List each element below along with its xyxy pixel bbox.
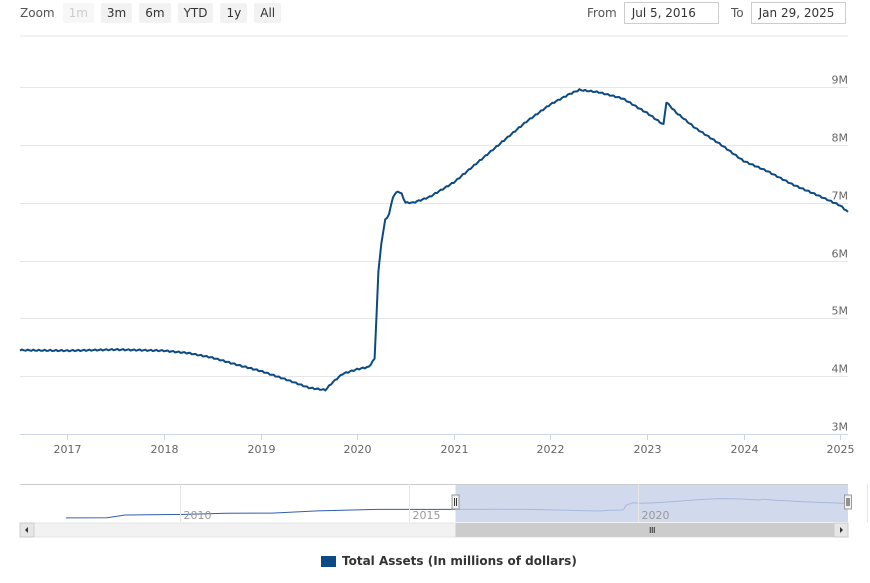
navigator-x-label: 2020 bbox=[642, 509, 670, 522]
scroll-left-arrow-icon bbox=[25, 527, 28, 533]
from-label: From bbox=[587, 6, 617, 20]
x-tick-label: 2018 bbox=[151, 443, 179, 456]
zoom-1y-button[interactable]: 1y bbox=[220, 3, 248, 23]
zoom-bar: Zoom 1m 3m 6m YTD 1y All bbox=[20, 2, 288, 24]
y-tick-label: 6M bbox=[832, 248, 849, 261]
legend[interactable]: Total Assets (In millions of dollars) bbox=[321, 553, 577, 569]
zoom-6m-button[interactable]: 6m bbox=[139, 3, 171, 23]
navigator-x-label: 2015 bbox=[413, 509, 441, 522]
navigator-selection[interactable] bbox=[455, 485, 848, 522]
y-tick-label: 5M bbox=[832, 305, 849, 318]
to-date-input[interactable]: Jan 29, 2025 bbox=[750, 2, 846, 24]
legend-item-total-assets: Total Assets (In millions of dollars) bbox=[342, 554, 577, 568]
x-tick-label: 2017 bbox=[54, 443, 82, 456]
y-tick-label: 4M bbox=[832, 363, 849, 376]
to-label: To bbox=[731, 6, 744, 20]
y-tick-label: 3M bbox=[832, 421, 849, 434]
zoom-1m-button: 1m bbox=[62, 3, 94, 23]
navigator-x-label: 2010 bbox=[184, 509, 212, 522]
x-tick-label: 2025 bbox=[827, 443, 855, 456]
navigator-right-handle[interactable] bbox=[844, 494, 852, 510]
x-tick-label: 2020 bbox=[344, 443, 372, 456]
range-to: To Jan 29, 2025 bbox=[731, 1, 846, 25]
handle-body bbox=[451, 494, 460, 510]
x-tick-label: 2023 bbox=[634, 443, 662, 456]
legend-swatch bbox=[321, 555, 336, 567]
from-date-input[interactable]: Jul 5, 2016 bbox=[623, 2, 719, 24]
x-tick-label: 2022 bbox=[537, 443, 565, 456]
scroll-right-arrow-icon bbox=[840, 527, 843, 533]
x-tick-label: 2024 bbox=[731, 443, 759, 456]
series-line-total-assets[interactable] bbox=[19, 88, 849, 392]
zoom-ytd-button[interactable]: YTD bbox=[177, 3, 214, 23]
y-tick-label: 7M bbox=[832, 190, 849, 203]
handle-body bbox=[844, 494, 852, 510]
y-tick-label: 9M bbox=[832, 74, 849, 87]
zoom-all-button[interactable]: All bbox=[254, 3, 282, 23]
zoom-3m-button[interactable]: 3m bbox=[100, 3, 133, 23]
x-tick-label: 2019 bbox=[248, 443, 276, 456]
navigator-left-handle[interactable] bbox=[451, 494, 460, 510]
y-tick-label: 8M bbox=[832, 132, 849, 145]
zoom-label: Zoom bbox=[20, 6, 55, 20]
x-tick-label: 2021 bbox=[441, 443, 469, 456]
range-from: From Jul 5, 2016 bbox=[587, 1, 719, 25]
